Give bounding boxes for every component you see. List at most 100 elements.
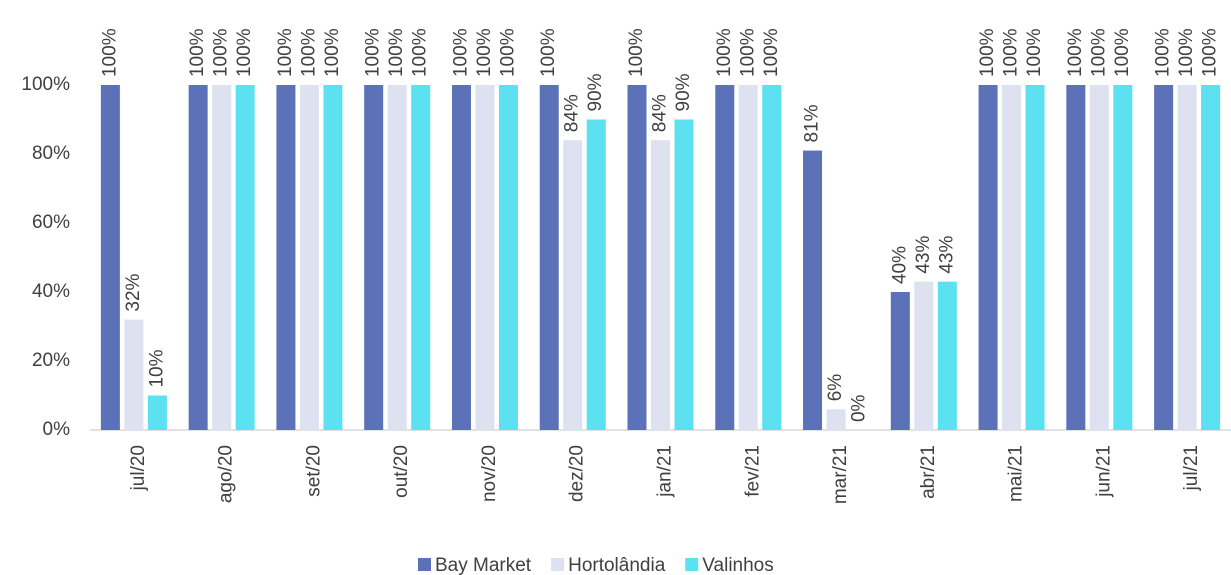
x-tick-label: abr/21 bbox=[918, 445, 939, 499]
bar bbox=[1066, 85, 1086, 430]
data-label: 10% bbox=[146, 349, 167, 387]
data-label: 100% bbox=[211, 28, 232, 77]
x-tick-label: mai/21 bbox=[1006, 445, 1027, 502]
bar bbox=[212, 85, 232, 430]
x-tick-label: mar/21 bbox=[830, 445, 851, 504]
data-label: 100% bbox=[538, 28, 559, 77]
data-label: 100% bbox=[474, 28, 495, 77]
bar bbox=[451, 85, 471, 430]
data-label: 100% bbox=[363, 28, 384, 77]
data-label: 100% bbox=[626, 28, 647, 77]
data-label: 90% bbox=[585, 73, 606, 111]
data-label: 100% bbox=[761, 28, 782, 77]
data-label: 100% bbox=[234, 28, 255, 77]
bar bbox=[147, 395, 167, 430]
legend-swatch bbox=[418, 558, 431, 571]
bar bbox=[978, 85, 998, 430]
x-tick-label: jan/21 bbox=[655, 445, 676, 498]
data-label: 84% bbox=[562, 94, 583, 132]
data-label: 43% bbox=[936, 236, 957, 274]
legend-label: Hortolândia bbox=[568, 555, 666, 575]
bar bbox=[586, 119, 606, 430]
data-label: 43% bbox=[913, 236, 934, 274]
bar bbox=[124, 319, 144, 430]
data-label: 100% bbox=[1065, 28, 1086, 77]
bar bbox=[323, 85, 343, 430]
legend-swatch bbox=[551, 558, 565, 571]
data-label: 32% bbox=[123, 273, 144, 311]
bar bbox=[188, 85, 208, 430]
legend-swatch bbox=[685, 558, 699, 571]
y-tick-label: 40% bbox=[32, 281, 70, 302]
bar bbox=[411, 85, 431, 430]
data-label: 40% bbox=[889, 246, 910, 284]
data-label: 100% bbox=[99, 28, 120, 77]
data-label: 100% bbox=[298, 28, 319, 77]
bar bbox=[803, 150, 823, 431]
legend-label: Bay Market bbox=[435, 555, 532, 575]
data-label: 90% bbox=[673, 73, 694, 111]
x-tick-label: jul/21 bbox=[1181, 445, 1202, 491]
data-label: 100% bbox=[714, 28, 735, 77]
x-tick-label: fev/21 bbox=[742, 445, 763, 497]
x-tick-label: dez/20 bbox=[567, 445, 588, 502]
bar bbox=[475, 85, 495, 430]
bar bbox=[674, 119, 694, 430]
bar bbox=[498, 85, 518, 430]
bar bbox=[1002, 85, 1022, 430]
legend-label: Valinhos bbox=[702, 555, 773, 575]
x-tick-label: jul/20 bbox=[128, 445, 149, 491]
bar bbox=[890, 292, 910, 430]
bar bbox=[715, 85, 735, 430]
bar bbox=[1201, 85, 1221, 430]
y-tick-label: 80% bbox=[32, 143, 70, 164]
bar bbox=[937, 281, 957, 430]
bar bbox=[1154, 85, 1174, 430]
data-label: 81% bbox=[802, 104, 823, 142]
bar bbox=[299, 85, 319, 430]
bar bbox=[826, 409, 846, 430]
data-label: 100% bbox=[1153, 28, 1174, 77]
bar bbox=[1113, 85, 1133, 430]
bar bbox=[563, 140, 583, 430]
bar bbox=[1025, 85, 1045, 430]
bar bbox=[235, 85, 255, 430]
data-label: 100% bbox=[977, 28, 998, 77]
data-label: 100% bbox=[450, 28, 471, 77]
data-label: 100% bbox=[275, 28, 296, 77]
bar bbox=[276, 85, 296, 430]
bar bbox=[364, 85, 384, 430]
data-label: 100% bbox=[1176, 28, 1197, 77]
y-tick-label: 60% bbox=[32, 212, 70, 233]
y-tick-label: 0% bbox=[43, 419, 71, 440]
bar bbox=[100, 85, 120, 430]
x-tick-label: ago/20 bbox=[216, 445, 237, 503]
y-tick-label: 100% bbox=[21, 74, 70, 95]
data-label: 100% bbox=[1088, 28, 1109, 77]
data-label: 100% bbox=[322, 28, 343, 77]
bar bbox=[387, 85, 407, 430]
bar bbox=[1089, 85, 1109, 430]
data-label: 100% bbox=[187, 28, 208, 77]
data-label: 6% bbox=[825, 374, 846, 402]
bar bbox=[762, 85, 782, 430]
data-label: 100% bbox=[737, 28, 758, 77]
data-label: 100% bbox=[1001, 28, 1022, 77]
data-label: 84% bbox=[650, 94, 671, 132]
bar bbox=[1177, 85, 1197, 430]
data-label: 100% bbox=[410, 28, 431, 77]
bar bbox=[627, 85, 647, 430]
x-tick-label: jun/21 bbox=[1093, 445, 1114, 498]
data-label: 100% bbox=[386, 28, 407, 77]
x-tick-label: set/20 bbox=[303, 445, 324, 497]
data-label: 100% bbox=[497, 28, 518, 77]
x-tick-label: out/20 bbox=[391, 445, 412, 498]
data-label: 100% bbox=[1112, 28, 1133, 77]
data-label: 0% bbox=[849, 394, 870, 422]
bar bbox=[539, 85, 559, 430]
x-tick-label: nov/20 bbox=[479, 445, 500, 502]
bar bbox=[651, 140, 670, 430]
bar bbox=[738, 85, 758, 430]
y-tick-label: 20% bbox=[32, 350, 70, 371]
